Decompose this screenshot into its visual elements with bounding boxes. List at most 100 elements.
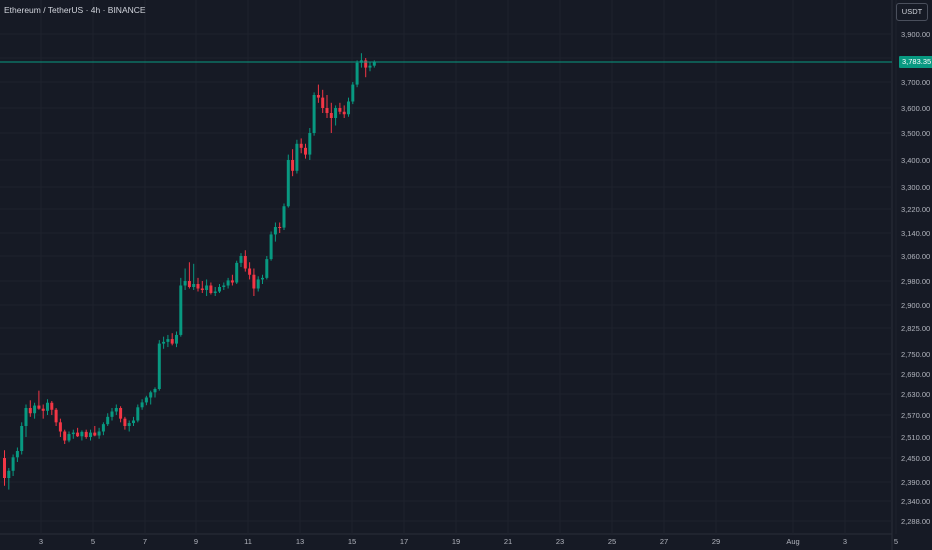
candle-body xyxy=(33,405,37,414)
candle-body xyxy=(153,389,157,393)
candle-body xyxy=(222,285,226,287)
y-tick-label: 2,340.00 xyxy=(901,497,930,506)
x-tick-label: 11 xyxy=(244,537,252,546)
candle-body xyxy=(325,108,329,113)
candle-body xyxy=(15,451,19,458)
candle-body xyxy=(261,277,264,280)
candle-body xyxy=(144,397,148,403)
candle-body xyxy=(347,101,350,115)
candle-body xyxy=(209,285,213,293)
candle-body xyxy=(58,422,62,432)
chart-title: Ethereum / TetherUS · 4h · BINANCE xyxy=(4,5,146,15)
candle-body xyxy=(368,65,372,68)
candle-body xyxy=(265,259,269,278)
y-tick-label: 2,450.00 xyxy=(901,454,930,463)
candle-body xyxy=(295,143,299,171)
x-tick-label: 5 xyxy=(894,537,898,546)
candle-body xyxy=(248,268,252,275)
candle-body xyxy=(50,402,54,410)
candle-body xyxy=(63,431,67,441)
candle-body xyxy=(218,287,221,292)
candle-body xyxy=(200,288,204,290)
candle-body xyxy=(119,408,123,419)
candle-body xyxy=(372,61,376,66)
candle-body xyxy=(321,97,325,108)
candle-body xyxy=(239,256,243,263)
candle-body xyxy=(364,60,368,68)
candle-body xyxy=(157,343,161,389)
candle-body xyxy=(230,280,234,283)
candle-body xyxy=(80,431,84,437)
candle-body xyxy=(273,227,277,235)
x-tick-label: 19 xyxy=(452,537,460,546)
x-tick-label: 23 xyxy=(556,537,564,546)
candle-body xyxy=(149,392,153,398)
candle-body xyxy=(127,423,131,426)
candle-body xyxy=(97,431,101,436)
x-tick-label: 5 xyxy=(91,537,95,546)
candle-body xyxy=(175,334,178,344)
x-tick-label: 25 xyxy=(608,537,616,546)
y-tick-label: 3,400.00 xyxy=(901,156,930,165)
candle-body xyxy=(54,409,58,423)
candle-body xyxy=(3,458,6,478)
x-tick-label: 3 xyxy=(843,537,847,546)
candle-body xyxy=(304,147,307,155)
y-tick-label: 2,825.00 xyxy=(901,324,930,333)
candle-body xyxy=(351,84,355,102)
candle-body xyxy=(84,431,88,437)
y-tick-label: 2,750.00 xyxy=(901,350,930,359)
y-tick-label: 2,570.00 xyxy=(901,411,930,420)
y-tick-label: 2,390.00 xyxy=(901,478,930,487)
x-tick-label: 29 xyxy=(712,537,720,546)
candle-body xyxy=(166,339,170,342)
candle-body xyxy=(312,95,316,133)
candle-body xyxy=(24,408,28,426)
candle-body xyxy=(269,234,273,260)
candle-body xyxy=(291,160,295,171)
candle-body xyxy=(226,280,230,286)
candle-body xyxy=(256,279,260,289)
candle-body xyxy=(205,285,209,290)
candle-body xyxy=(213,291,217,293)
candle-body xyxy=(106,416,110,425)
candle-body xyxy=(192,284,196,287)
candle-body xyxy=(101,424,105,432)
y-tick-label: 2,900.00 xyxy=(901,301,930,310)
y-tick-label: 2,630.00 xyxy=(901,390,930,399)
candle-body xyxy=(342,111,346,115)
current-price-tag: 3,783.35 xyxy=(899,55,932,68)
candle-body xyxy=(41,408,45,411)
candle-body xyxy=(235,262,239,283)
candle-body xyxy=(76,432,80,437)
y-tick-label: 2,510.00 xyxy=(901,433,930,442)
candle-body xyxy=(286,160,290,207)
candle-body xyxy=(187,281,191,287)
candle-body xyxy=(140,402,144,408)
y-tick-label: 3,140.00 xyxy=(901,229,930,238)
candle-body xyxy=(308,133,312,155)
candle-body xyxy=(132,420,135,424)
candle-body xyxy=(183,281,187,286)
y-tick-label: 3,300.00 xyxy=(901,183,930,192)
candle-body xyxy=(252,274,256,289)
x-tick-label: 13 xyxy=(296,537,304,546)
candle-body xyxy=(11,457,15,471)
x-tick-label: 27 xyxy=(660,537,668,546)
candle-body xyxy=(196,284,200,289)
currency-button[interactable]: USDT xyxy=(896,3,928,21)
candle-body xyxy=(338,108,342,112)
candle-body xyxy=(170,339,174,344)
x-tick-label: 17 xyxy=(400,537,408,546)
candle-body xyxy=(243,256,247,269)
candle-body xyxy=(179,285,183,335)
x-tick-label: 7 xyxy=(143,537,147,546)
candle-body xyxy=(123,418,127,426)
candle-body xyxy=(355,62,359,85)
y-tick-label: 3,060.00 xyxy=(901,252,930,261)
x-tick-label: 15 xyxy=(348,537,356,546)
y-tick-label: 3,700.00 xyxy=(901,78,930,87)
candle-body xyxy=(162,341,166,344)
y-tick-label: 3,900.00 xyxy=(901,30,930,39)
